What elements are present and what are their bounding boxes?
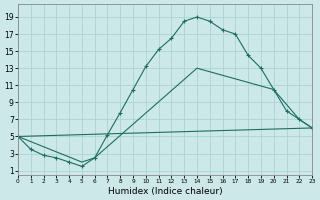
X-axis label: Humidex (Indice chaleur): Humidex (Indice chaleur): [108, 187, 222, 196]
